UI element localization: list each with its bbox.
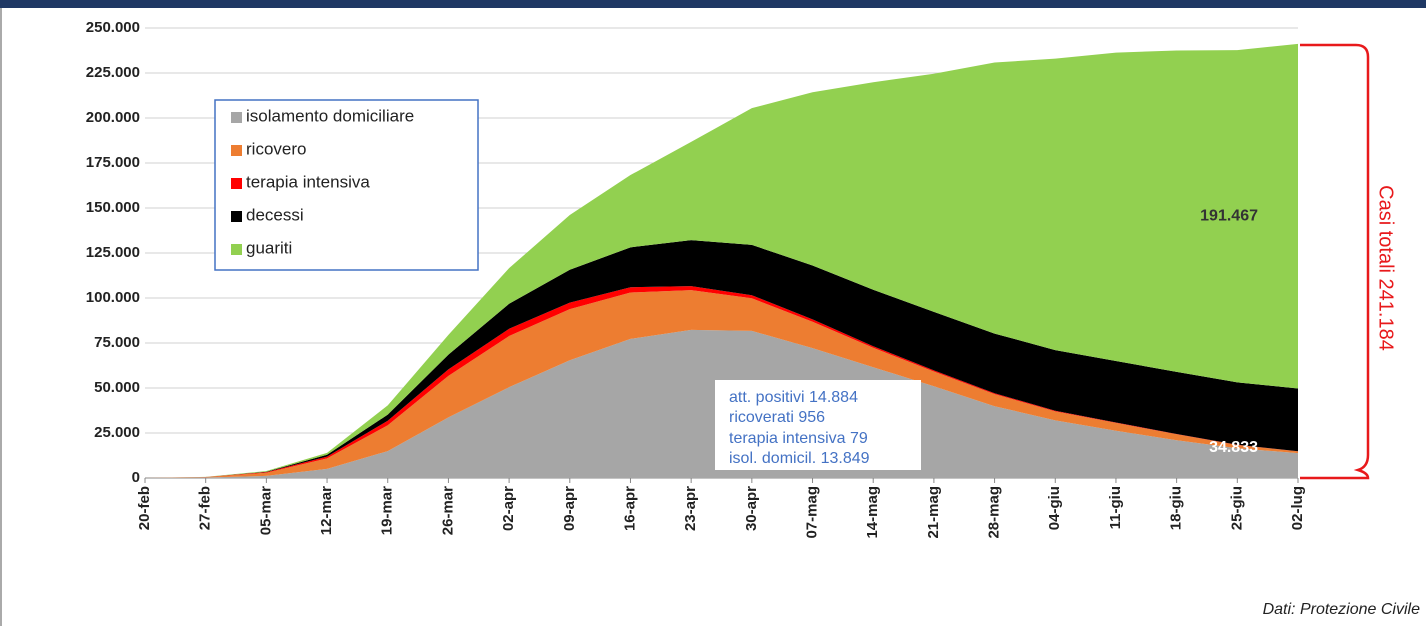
x-tick-label: 23-apr bbox=[682, 486, 699, 531]
total-label: Casi totali 241.184 bbox=[1375, 185, 1397, 351]
x-tick-label: 04-giu bbox=[1046, 486, 1063, 530]
legend-swatch bbox=[231, 211, 242, 222]
x-tick-label: 05-mar bbox=[257, 486, 274, 535]
y-tick-label: 75.000 bbox=[94, 334, 140, 351]
y-tick-label: 200.000 bbox=[86, 109, 140, 126]
legend-label: decessi bbox=[246, 205, 304, 224]
x-tick-label: 28-mag bbox=[986, 486, 1003, 539]
y-tick-label: 250.000 bbox=[86, 19, 140, 36]
y-tick-label: 50.000 bbox=[94, 379, 140, 396]
legend-label: terapia intensiva bbox=[246, 172, 370, 191]
annotation: att. positivi 14.884 bbox=[729, 389, 858, 406]
annotation: ricoverati 956 bbox=[729, 409, 825, 426]
legend-swatch bbox=[231, 145, 242, 156]
value-label: 191.467 bbox=[1200, 207, 1258, 224]
x-tick-label: 02-lug bbox=[1289, 486, 1306, 530]
labels: 0 25.000 50.000 75.000 100.000 125.000 150.000… bbox=[86, 19, 1306, 539]
legend-label: isolamento domiciliare bbox=[246, 106, 414, 125]
value-label: 34.833 bbox=[1209, 439, 1258, 456]
x-tick-label: 19-mar bbox=[379, 486, 396, 535]
x-tick-label: 12-mar bbox=[318, 486, 335, 535]
x-tick-label: 14-mag bbox=[864, 486, 881, 539]
annotation: terapia intensiva 79 bbox=[729, 430, 868, 447]
x-tick-label: 02-apr bbox=[500, 486, 517, 531]
x-tick-label: 20-feb bbox=[136, 486, 153, 530]
legend bbox=[214, 99, 479, 271]
x-tick-label: 27-feb bbox=[197, 486, 214, 530]
y-tick-label: 25.000 bbox=[94, 424, 140, 441]
legend-swatch bbox=[231, 178, 242, 189]
total-brace bbox=[1300, 43, 1370, 480]
x-tick-label: 25-giu bbox=[1228, 486, 1245, 530]
x-tick-label: 30-apr bbox=[743, 486, 760, 531]
x-tick-label: 21-mag bbox=[925, 486, 942, 539]
area bbox=[145, 240, 1298, 478]
legend-swatch bbox=[231, 244, 242, 255]
area bbox=[145, 290, 1298, 478]
legend-label: ricovero bbox=[246, 139, 306, 158]
top-band bbox=[0, 0, 1426, 8]
y-tick-label: 175.000 bbox=[86, 154, 140, 171]
x-tick-label: 26-mar bbox=[439, 486, 456, 535]
y-tick-label: 0 bbox=[132, 469, 140, 486]
x-tick-label: 11-giu bbox=[1107, 486, 1124, 529]
x-tick-label: 09-apr bbox=[561, 486, 578, 531]
y-tick-label: 100.000 bbox=[86, 289, 140, 306]
legend-items: isolamento domiciliare ricovero terapia in… bbox=[231, 106, 414, 257]
area bbox=[145, 43, 1298, 478]
y-tick-label: 125.000 bbox=[86, 244, 140, 261]
annotation: isol. domicil. 13.849 bbox=[729, 450, 870, 467]
x-tick-label: 16-apr bbox=[621, 486, 638, 531]
x-tick-label: 18-giu bbox=[1168, 486, 1185, 530]
x-tick-label: 07-mag bbox=[803, 486, 820, 539]
source: Dati: Protezione Civile bbox=[1263, 601, 1421, 618]
legend-swatch bbox=[231, 112, 242, 123]
y-tick-label: 150.000 bbox=[86, 199, 140, 216]
annotation-box bbox=[715, 380, 921, 470]
legend-label: guariti bbox=[246, 238, 292, 257]
y-tick-label: 225.000 bbox=[86, 64, 140, 81]
